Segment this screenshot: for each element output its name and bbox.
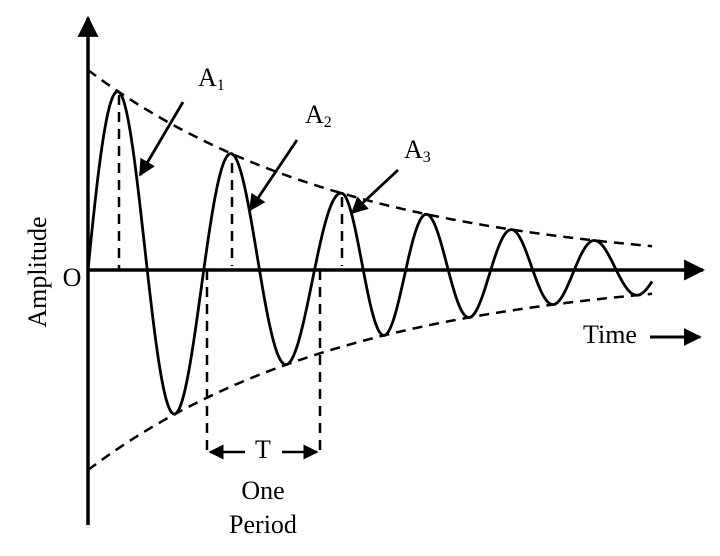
damped-wave — [86, 90, 654, 416]
pointer-arrow — [138, 101, 185, 177]
period-symbol: T — [255, 435, 271, 464]
origin-label: O — [63, 263, 82, 292]
pointer-arrow — [248, 139, 299, 212]
amplitude-label: A3 — [404, 135, 431, 166]
x-axis-label: Time — [583, 320, 637, 349]
lower-envelope — [87, 292, 653, 471]
amplitude-label: A1 — [198, 63, 225, 94]
pointer-arrow — [350, 168, 399, 215]
period-text: Period — [229, 510, 297, 539]
amplitude-label: A2 — [305, 100, 332, 131]
upper-envelope — [87, 69, 653, 248]
y-axis-label: Amplitude — [23, 216, 52, 327]
period-text: One — [241, 476, 284, 505]
